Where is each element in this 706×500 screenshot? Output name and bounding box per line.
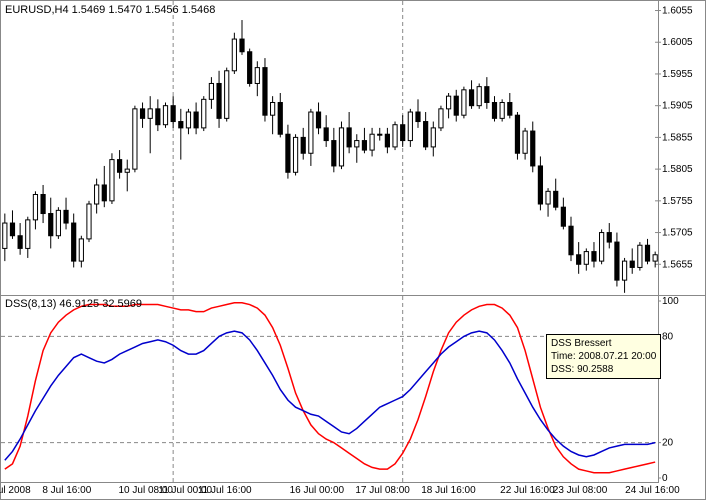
- tooltip-line1: DSS Bressert: [551, 337, 656, 350]
- svg-text:1.5655: 1.5655: [662, 259, 693, 270]
- price-y-axis: 1.5655 1.5705 1.5755 1.5805 1.5855 1.5905 1.59…: [658, 1, 705, 296]
- price-chart-svg: [1, 1, 659, 296]
- svg-text:20: 20: [662, 438, 674, 449]
- chart-title: EURUSD,H4 1.5469 1.5470 1.5456 1.5468: [5, 4, 215, 16]
- svg-text:1.5705: 1.5705: [662, 228, 693, 239]
- svg-text:1.5855: 1.5855: [662, 132, 693, 143]
- tooltip-line2: Time: 2008.07.21 20:00: [551, 350, 656, 363]
- svg-text:0: 0: [662, 473, 668, 483]
- svg-text:1.6005: 1.6005: [662, 37, 693, 48]
- indicator-title: DSS(8,13) 46.9125 32.5969: [5, 298, 142, 310]
- x-axis-label: 8 Jul 16:00: [42, 485, 91, 496]
- x-axis-label: 24 Jul 16:00: [625, 485, 680, 496]
- x-axis-label: 23 Jul 08:00: [553, 485, 608, 496]
- indicator-panel[interactable]: DSS(8,13) 46.9125 32.5969: [1, 296, 659, 483]
- svg-text:1.5955: 1.5955: [662, 69, 693, 80]
- x-axis-label: 11 Jul 16:00: [198, 485, 252, 496]
- x-axis: 7 Jul 20088 Jul 16:0010 Jul 08:0011 Jul …: [1, 482, 659, 499]
- svg-text:1.5905: 1.5905: [662, 101, 693, 112]
- indicator-y-axis: 0 20 80 100: [658, 296, 705, 483]
- indicator-tooltip: DSS Bressert Time: 2008.07.21 20:00 DSS:…: [546, 334, 661, 379]
- chart-container: EURUSD,H4 1.5469 1.5470 1.5456 1.5468 1.…: [0, 0, 706, 500]
- indicator-yaxis-svg: 0 20 80 100: [658, 296, 705, 483]
- svg-text:100: 100: [662, 296, 679, 307]
- x-axis-label: 22 Jul 16:00: [500, 485, 555, 496]
- svg-text:1.6055: 1.6055: [662, 6, 693, 17]
- x-axis-label: 7 Jul 2008: [0, 485, 31, 496]
- x-axis-label: 17 Jul 08:00: [355, 485, 410, 496]
- price-chart-panel[interactable]: EURUSD,H4 1.5469 1.5470 1.5456 1.5468: [1, 1, 659, 296]
- svg-text:1.5805: 1.5805: [662, 164, 693, 175]
- svg-text:1.5755: 1.5755: [662, 196, 693, 207]
- price-yaxis-svg: 1.5655 1.5705 1.5755 1.5805 1.5855 1.5905 1.59…: [658, 1, 705, 296]
- tooltip-line3: DSS: 90.2588: [551, 363, 656, 376]
- indicator-svg: [1, 296, 659, 483]
- svg-text:80: 80: [662, 331, 674, 342]
- x-axis-label: 18 Jul 16:00: [421, 485, 476, 496]
- x-axis-label: 16 Jul 00:00: [290, 485, 345, 496]
